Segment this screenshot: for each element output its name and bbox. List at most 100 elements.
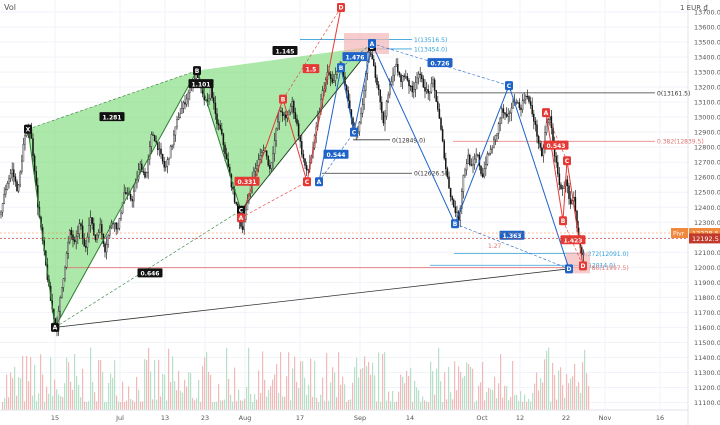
candle-body: [549, 116, 551, 120]
volume-bar: [288, 352, 290, 410]
volume-bar: [294, 356, 296, 410]
volume-bar: [226, 347, 228, 410]
candle-body: [166, 159, 169, 167]
point-badge: [51, 322, 59, 332]
candle-body: [405, 76, 407, 78]
volume-bar: [30, 357, 32, 410]
volume-bar: [238, 389, 240, 410]
level-label: 1.272(12091.0): [582, 251, 629, 258]
volume-bar: [122, 381, 124, 410]
baseline-leg: [54, 268, 570, 328]
ratio-label: 1.423: [564, 238, 583, 245]
volume-bar: [88, 401, 90, 410]
candle-body: [152, 134, 154, 136]
candle-body: [296, 118, 298, 124]
price-tick: 12500.0: [694, 189, 720, 197]
candle-body: [80, 223, 82, 227]
candle-body: [384, 115, 386, 124]
time-tick: Oct: [476, 414, 488, 422]
candle-body: [69, 230, 71, 243]
volume-bar: [444, 372, 446, 410]
candle-body: [558, 173, 561, 186]
volume-bar: [212, 401, 214, 410]
volume-bar: [214, 401, 216, 410]
candle-body: [221, 128, 223, 135]
point-badge: [542, 108, 550, 118]
volume-bar: [550, 401, 552, 410]
candle-body: [496, 133, 498, 136]
volume-bar: [134, 401, 136, 410]
volume-bar: [402, 376, 404, 410]
volume-bar: [232, 401, 234, 410]
candle-body: [441, 129, 444, 142]
candle-body: [97, 232, 100, 236]
candle-body: [541, 147, 543, 156]
price-tick: 11700.0: [694, 309, 720, 317]
volume-bar: [208, 371, 210, 410]
volume-bar: [554, 375, 556, 410]
candle-body: [382, 112, 385, 124]
candle-body: [462, 174, 465, 192]
volume-bar: [100, 359, 102, 410]
candle-body: [269, 165, 271, 169]
volume-bar: [404, 383, 406, 410]
volume-bar: [534, 383, 536, 410]
candle-body: [115, 222, 117, 230]
candle-body: [307, 168, 309, 171]
candle-body: [161, 153, 164, 162]
volume-bar: [510, 397, 512, 410]
candle-body: [280, 110, 282, 113]
volume-bar: [342, 376, 344, 410]
volume-bar: [66, 357, 68, 410]
ratio-badge: [427, 58, 453, 68]
ratio-label: 1.145: [276, 48, 295, 55]
volume-bar: [48, 393, 50, 410]
volume-bar: [112, 377, 114, 410]
candle-body: [373, 58, 375, 67]
candle-body: [13, 169, 15, 177]
candle-body: [400, 74, 402, 82]
candle-body: [278, 110, 281, 123]
pattern-triangle: [197, 46, 372, 211]
point-badge: [451, 219, 459, 229]
time-tick: Aug: [239, 414, 252, 422]
candle-body: [126, 192, 129, 195]
volume-bar: [572, 376, 574, 410]
volume-bar: [446, 399, 448, 410]
price-tick: 12900.0: [694, 129, 720, 137]
candle-body: [398, 72, 401, 76]
volume-bar: [76, 376, 78, 410]
candle-body: [374, 65, 377, 78]
volume-bar: [90, 347, 92, 410]
price-tick: 11300.0: [694, 369, 720, 377]
volume-bar: [318, 401, 320, 410]
candle-body: [485, 164, 487, 169]
volume-bar: [458, 366, 460, 410]
volume-bar: [274, 374, 276, 410]
candle-body: [181, 107, 183, 114]
time-tick: Nov: [599, 414, 612, 422]
point-label: A: [239, 215, 244, 222]
volume-bar: [334, 372, 336, 410]
volume-bar: [546, 350, 548, 410]
candle-body: [429, 91, 431, 94]
price-tick: 13500.0: [694, 39, 720, 47]
ratio-label: 0.543: [547, 143, 566, 150]
candle-body: [240, 221, 242, 227]
level-label: 0.786(11997.5): [582, 265, 629, 272]
volume-bar: [162, 374, 164, 410]
candle-body: [523, 98, 525, 101]
volume-bar: [338, 352, 340, 410]
volume-bar: [500, 354, 502, 410]
candle-body: [435, 90, 437, 102]
pattern-fills: [28, 46, 372, 328]
candle-body: [61, 287, 63, 298]
candle-body: [173, 134, 175, 146]
volume-bar: [114, 360, 116, 410]
point-label: C: [305, 179, 310, 186]
volume-bar: [234, 367, 236, 410]
volume-bar: [450, 392, 452, 410]
point-badge: [337, 63, 345, 73]
volume-bar: [268, 390, 270, 410]
